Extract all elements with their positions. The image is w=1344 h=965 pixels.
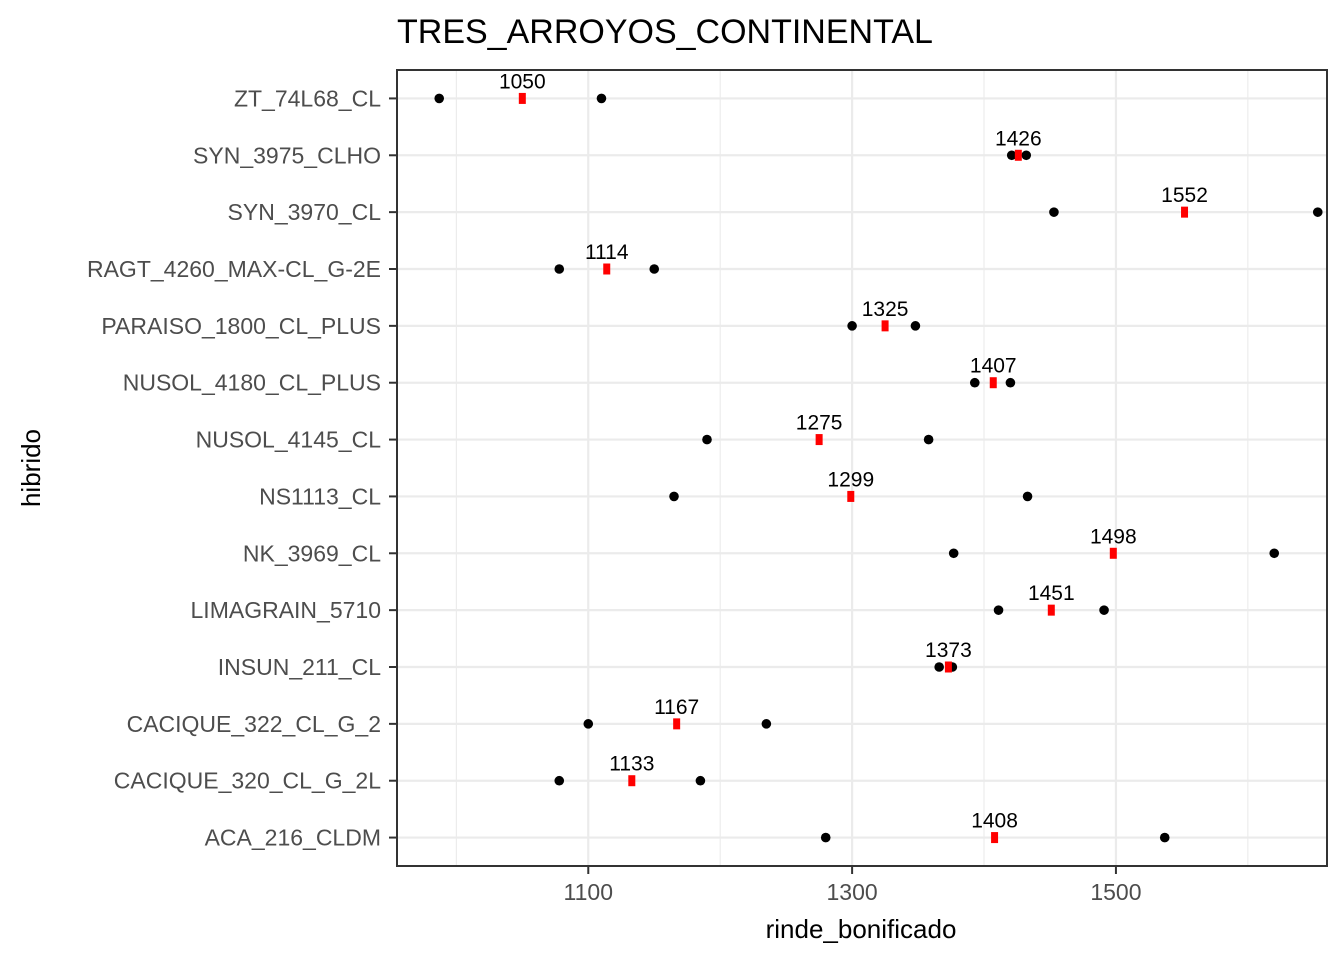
x-tick-label: 1300 [827, 879, 878, 905]
data-point [910, 321, 921, 331]
mean-label: 1133 [609, 753, 654, 776]
data-points [434, 93, 1323, 843]
mean-marker [881, 320, 889, 332]
data-point [554, 264, 565, 274]
data-point [1006, 150, 1017, 161]
data-point [583, 719, 594, 729]
y-tick-label: ACA_216_CLDM [205, 825, 381, 851]
data-point [948, 548, 959, 559]
mean-label: 1426 [995, 127, 1042, 150]
data-point [434, 93, 445, 104]
y-tick-label: RAGT_4260_MAX-CL_G-2E [87, 256, 381, 282]
data-point [923, 434, 934, 445]
y-tick-label: NS1113_CL [259, 483, 381, 509]
y-axis: ACA_216_CLDM CACIQUE_320_CL_G_2L CACIQUE_3… [87, 85, 397, 851]
data-point [1099, 605, 1109, 615]
mean-label: 1407 [970, 355, 1017, 378]
data-point [1021, 150, 1032, 161]
x-tick-label: 1500 [1090, 879, 1141, 905]
data-point [1049, 207, 1059, 217]
mean-label: 1552 [1161, 184, 1208, 207]
y-tick-label: CACIQUE_320_CL_G_2L [114, 768, 381, 794]
y-tick-label: INSUN_211_CL [218, 654, 381, 680]
mean-marker [518, 92, 526, 104]
data-point [596, 93, 607, 104]
mean-marker [673, 718, 681, 730]
data-point [847, 321, 857, 331]
mean-label: 1408 [971, 810, 1018, 833]
data-point [1005, 377, 1016, 388]
x-axis: 1100 1300 1500 [564, 866, 1142, 905]
mean-label: 1498 [1090, 525, 1137, 548]
mean-markers [518, 92, 1189, 844]
mean-marker [1047, 604, 1055, 616]
x-tick-label: 1100 [564, 879, 613, 905]
mean-label: 1299 [827, 468, 874, 491]
panel-border [396, 69, 1328, 867]
y-tick-label: SYN_3975_CLHO [193, 142, 381, 168]
mean-label: 1325 [862, 298, 909, 321]
mean-marker [991, 832, 999, 844]
data-point [695, 775, 706, 786]
mean-label: 1050 [499, 70, 546, 93]
data-point [934, 662, 944, 672]
data-point [969, 377, 980, 388]
y-tick-label: CACIQUE_322_CL_G_2 [127, 711, 381, 737]
data-point [1312, 207, 1323, 217]
data-point [1159, 832, 1170, 843]
mean-marker [944, 661, 952, 673]
y-tick-label: NK_3969_CL [243, 540, 381, 566]
mean-label: 1275 [796, 412, 843, 435]
y-tick-label: PARAISO_1800_CL_PLUS [101, 313, 381, 339]
y-tick-label: ZT_74L68_CL [234, 85, 381, 111]
data-point [820, 832, 831, 843]
mean-labels: 1408 1133 1167 1373 1451 1498 1299 1275 1407 1325… [499, 70, 1208, 832]
grid [397, 70, 1327, 866]
y-tick-label: LIMAGRAIN_5710 [191, 597, 381, 623]
data-point [761, 719, 772, 729]
mean-label: 1451 [1028, 582, 1075, 605]
mean-label: 1373 [925, 639, 972, 662]
mean-marker [1181, 206, 1189, 218]
data-point [1022, 491, 1033, 502]
y-tick-label: NUSOL_4145_CL [196, 427, 382, 453]
mean-marker [815, 434, 823, 446]
y-axis-title: hibrido [16, 429, 46, 507]
mean-marker [1109, 547, 1117, 559]
mean-marker [603, 263, 611, 275]
chart-title: TRES_ARROYOS_CONTINENTAL [397, 13, 933, 51]
y-tick-label: NUSOL_4180_CL_PLUS [123, 370, 381, 396]
data-point [993, 605, 1004, 615]
data-point [702, 434, 712, 445]
data-point [649, 264, 660, 274]
mean-label: 1114 [585, 241, 629, 264]
data-point [1269, 548, 1280, 559]
y-tick-label: SYN_3970_CL [228, 199, 382, 225]
mean-marker [628, 775, 636, 787]
mean-marker [989, 377, 997, 389]
data-point [669, 491, 679, 502]
mean-marker [847, 490, 855, 502]
x-axis-title: rinde_bonificado [766, 914, 957, 944]
data-point [554, 775, 565, 786]
mean-label: 1167 [654, 696, 699, 719]
mean-marker [1014, 149, 1022, 161]
